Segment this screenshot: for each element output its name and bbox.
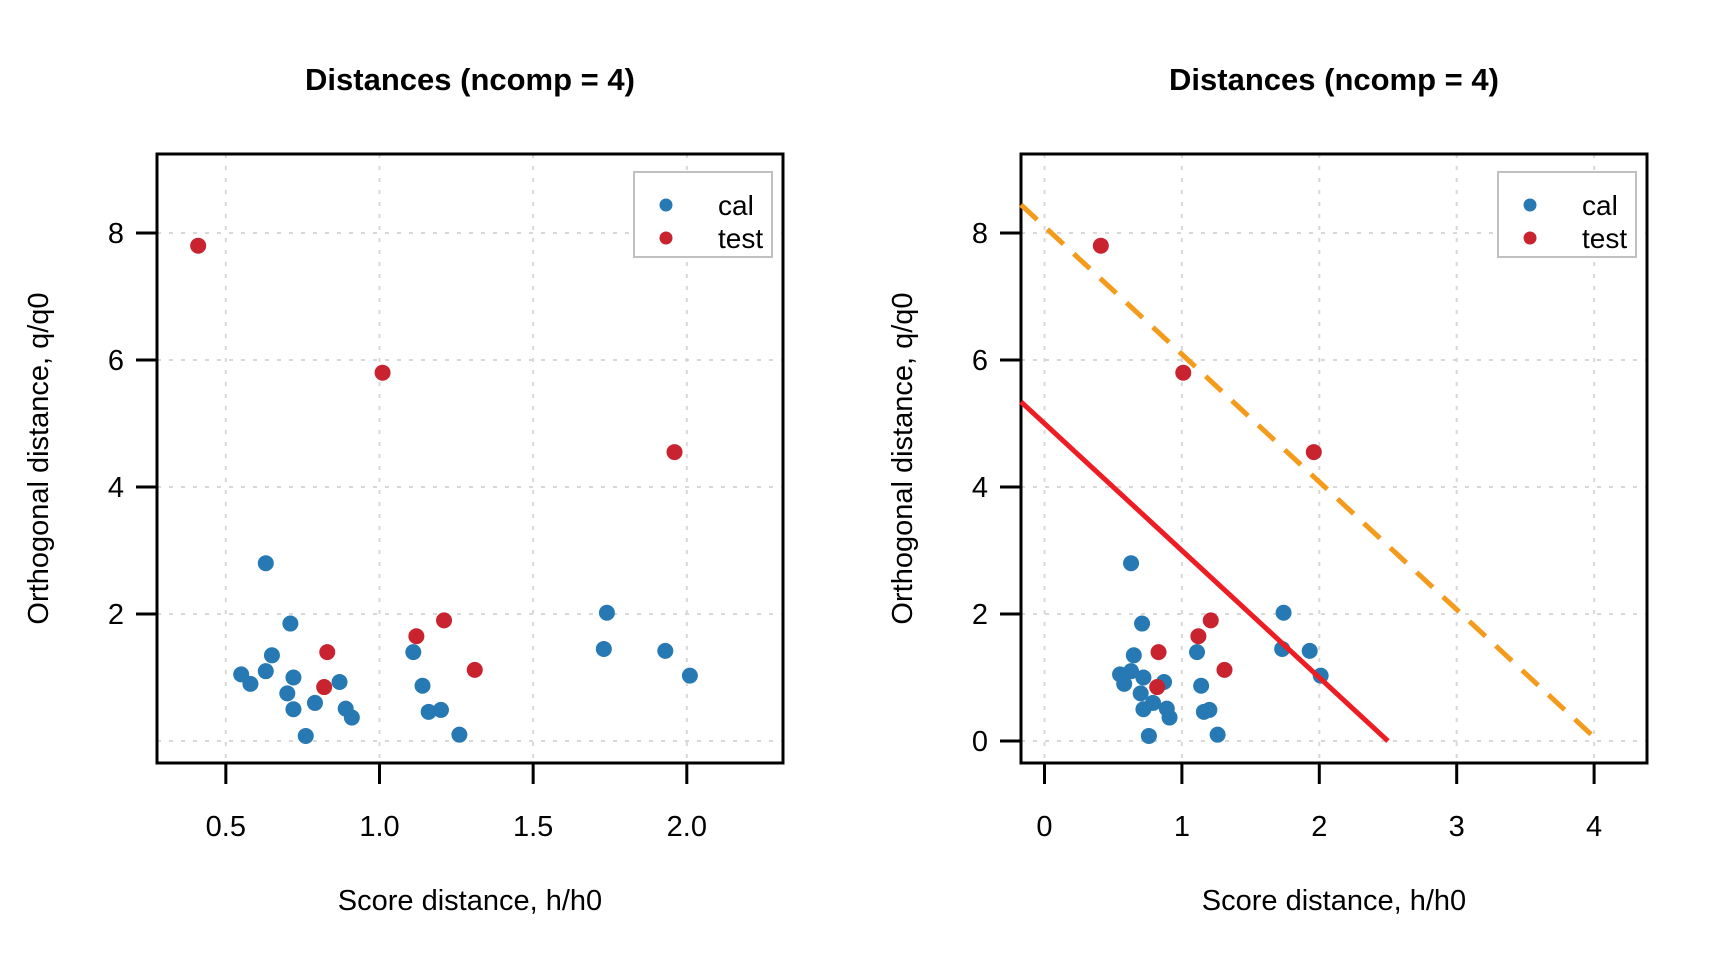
test-point: [436, 612, 453, 629]
y-tick-label: 8: [972, 218, 988, 250]
x-tick-label: 0: [1036, 811, 1052, 843]
x-axis-label: Score distance, h/h0: [1202, 885, 1466, 917]
cal-point: [1123, 555, 1140, 572]
outlier-limit-line: [1019, 202, 1603, 746]
legend-marker-cal: [1523, 198, 1537, 212]
cal-point: [414, 677, 431, 694]
test-point: [316, 679, 333, 696]
cal-point: [279, 685, 296, 702]
y-tick-label: 4: [108, 472, 124, 504]
plot-title: Distances (ncomp = 4): [1169, 62, 1499, 97]
y-tick-label: 4: [972, 472, 988, 504]
x-tick-label: 0.5: [206, 811, 246, 843]
cal-point: [257, 555, 274, 572]
test-point: [1216, 661, 1233, 678]
y-tick-label: 2: [972, 599, 988, 631]
cal-point: [1189, 644, 1206, 661]
y-axis-label: Orthogonal distance, q/q0: [23, 292, 55, 624]
test-point: [666, 444, 683, 461]
cal-point: [451, 726, 468, 743]
legend-label-cal: cal: [718, 190, 754, 221]
cal-point: [1135, 669, 1152, 686]
test-point: [1149, 679, 1166, 696]
right-distance-plot: 0 1 2 3 4 0 2 4 6 8 Distances (ncomp = 4) Score dis…: [887, 62, 1649, 917]
test-point: [1202, 612, 1219, 629]
x-tick-label: 4: [1586, 811, 1602, 843]
legend-label-test: test: [718, 223, 763, 254]
extreme-limit-line: [1019, 399, 1390, 743]
legend-box: [633, 171, 773, 258]
test-point: [1190, 628, 1207, 645]
cal-point: [681, 667, 698, 684]
cal-point: [595, 640, 612, 657]
cal-point: [1116, 675, 1133, 692]
y-tick-label: 6: [108, 345, 124, 377]
x-axis-label: Score distance, h/h0: [338, 885, 602, 917]
cal-point: [420, 703, 437, 720]
cal-point: [242, 675, 259, 692]
y-tick-label: 2: [108, 599, 124, 631]
x-tick-label: 1.5: [513, 811, 553, 843]
plot-frame: [1019, 152, 1649, 765]
y-axis-label: Orthogonal distance, q/q0: [887, 292, 919, 624]
test-point: [1150, 644, 1167, 661]
plot-frame: [155, 152, 785, 765]
x-tick-label: 1: [1174, 811, 1190, 843]
x-tick-label: 1.0: [359, 811, 399, 843]
legend-label-cal: cal: [1582, 190, 1618, 221]
x-tick-label: 2.0: [667, 811, 707, 843]
cal-point: [1161, 709, 1178, 726]
test-point: [1305, 444, 1322, 461]
test-point: [190, 237, 207, 254]
y-tick-label: 0: [972, 726, 988, 758]
legend-marker-test: [659, 231, 673, 245]
cal-point: [331, 673, 348, 690]
legend-marker-cal: [659, 198, 673, 212]
cal-point: [432, 701, 449, 718]
test-point: [1092, 237, 1109, 254]
test-point: [1175, 364, 1192, 381]
cal-point: [1201, 701, 1218, 718]
cal-point: [1193, 677, 1210, 694]
legend-label-test: test: [1582, 223, 1627, 254]
cal-point: [282, 615, 299, 632]
cal-point: [1125, 647, 1142, 664]
cal-point: [297, 727, 314, 744]
cal-point: [1209, 726, 1226, 743]
cal-point: [657, 642, 674, 659]
x-tick-label: 2: [1311, 811, 1327, 843]
plot-title: Distances (ncomp = 4): [305, 62, 635, 97]
cal-point: [257, 663, 274, 680]
cal-point: [1145, 694, 1162, 711]
y-tick-label: 8: [108, 218, 124, 250]
test-point: [408, 628, 425, 645]
left-distance-plot: 0.5 1.0 1.5 2.0 2 4 6 8 Distances (ncomp = 4) Sco…: [23, 62, 785, 917]
legend-marker-test: [1523, 231, 1537, 245]
cal-point: [1140, 727, 1157, 744]
cal-point: [598, 604, 615, 621]
cal-point: [1275, 604, 1292, 621]
cal-point: [1132, 685, 1149, 702]
cal-point: [405, 644, 422, 661]
cal-point: [1301, 642, 1318, 659]
cal-point: [306, 694, 323, 711]
cal-point: [285, 669, 302, 686]
cal-point: [343, 709, 360, 726]
test-point: [374, 364, 391, 381]
test-point: [466, 661, 483, 678]
x-tick-label: 3: [1449, 811, 1465, 843]
test-point: [319, 644, 336, 661]
cal-point: [263, 647, 280, 664]
legend-box: [1497, 171, 1637, 258]
cal-point: [1134, 615, 1151, 632]
cal-point: [285, 701, 302, 718]
y-tick-label: 6: [972, 345, 988, 377]
